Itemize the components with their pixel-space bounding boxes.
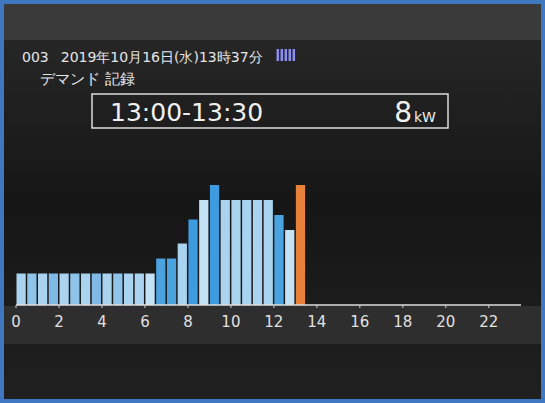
x-tick-label: 14: [307, 313, 326, 331]
x-tick: [445, 305, 446, 308]
x-tick: [488, 305, 489, 308]
bar: [221, 200, 230, 305]
screen: 003 2019年10月16日(水)13時37分デマンド 記録 13:00-13:3…: [0, 0, 545, 403]
bars: [17, 185, 306, 305]
bar: [253, 200, 262, 305]
bar: [38, 274, 47, 306]
x-tick-label: 16: [350, 313, 369, 331]
x-tick: [402, 305, 403, 308]
signal-icon: [285, 49, 288, 61]
title: デマンド 記録: [40, 70, 135, 88]
x-tick-label: 10: [221, 313, 240, 331]
bar: [113, 274, 122, 306]
current-box: [92, 94, 448, 128]
x-tick: [359, 305, 360, 308]
x-tick-label: 18: [393, 313, 412, 331]
current-value: 8: [394, 96, 412, 129]
bar: [59, 274, 68, 306]
top-bezel: [0, 0, 545, 40]
bar: [70, 274, 79, 306]
x-tick-label: 4: [97, 313, 107, 331]
x-tick-label: 8: [183, 313, 193, 331]
bar: [296, 185, 305, 305]
bar: [199, 200, 208, 305]
bar: [264, 200, 273, 305]
signal-icon: [293, 49, 296, 61]
background: [0, 0, 545, 403]
x-tick-label: 0: [11, 313, 21, 331]
bar: [92, 274, 101, 306]
bar: [231, 200, 240, 305]
x-tick: [187, 305, 188, 308]
bar: [145, 274, 154, 306]
bar: [49, 274, 58, 306]
bar: [135, 274, 144, 306]
frame: [2, 2, 543, 401]
x-tick: [16, 305, 17, 308]
bar: [285, 230, 294, 305]
x-tick: [144, 305, 145, 308]
bar: [274, 215, 283, 305]
x-tick: [273, 305, 274, 308]
datetime: 2019年10月16日(水)13時37分: [61, 49, 263, 65]
signal-icon: [281, 49, 284, 61]
current-unit: kW: [414, 109, 436, 125]
bar: [124, 274, 133, 306]
x-tick-label: 6: [140, 313, 150, 331]
device-id: 003: [22, 49, 49, 65]
bar: [156, 259, 165, 306]
current-period: 13:00-13:30: [110, 98, 263, 127]
x-tick-label: 20: [436, 313, 455, 331]
bar: [81, 274, 90, 306]
axis-band: [4, 306, 541, 344]
x-tick-label: 12: [264, 313, 283, 331]
signal-icon: [289, 49, 292, 61]
x-tick: [58, 305, 59, 308]
bar: [210, 185, 219, 305]
bar: [102, 274, 111, 306]
x-tick: [316, 305, 317, 308]
bar: [178, 244, 187, 306]
x-tick-label: 2: [54, 313, 64, 331]
x-tick: [230, 305, 231, 308]
bar: [27, 274, 36, 306]
bar: [242, 200, 251, 305]
bar: [17, 274, 26, 306]
bar: [167, 259, 176, 306]
x-axis: [16, 304, 521, 306]
bar: [188, 220, 197, 306]
signal-icon: [277, 49, 280, 61]
x-tick: [101, 305, 102, 308]
x-tick-label: 22: [479, 313, 498, 331]
